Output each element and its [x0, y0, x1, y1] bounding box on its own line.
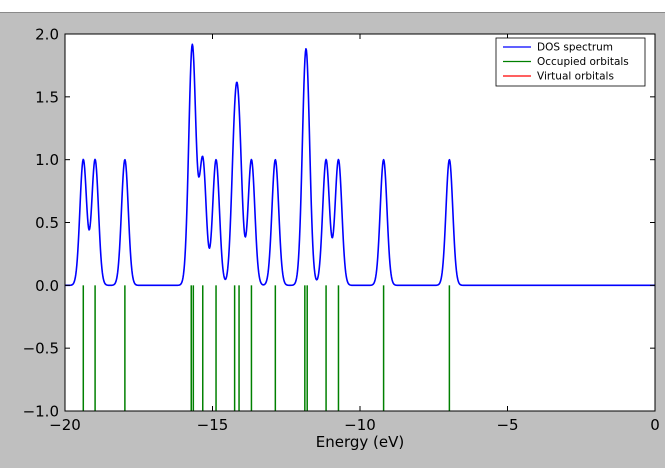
x-tick-label: −20	[49, 416, 81, 434]
y-tick-label: 1.0	[35, 151, 59, 169]
y-tick-label: 2.0	[35, 26, 59, 44]
legend-label-virtual: Virtual orbitals	[537, 71, 614, 83]
dos-spectrum-line	[64, 43, 656, 287]
axis-ticks-layer: −20 −15 −10 −5 0 2.0 1.5 1.0 0.5 0.0 −0.5 −1.0	[23, 26, 660, 435]
legend-label-occupied: Occupied orbitals	[537, 56, 629, 68]
x-axis-label: Energy (eV)	[316, 433, 404, 451]
legend-label-dos: DOS spectrum	[537, 42, 613, 54]
y-tick-label: 0.0	[35, 277, 59, 295]
y-tick-label: −0.5	[23, 340, 59, 358]
y-tick-label: −1.0	[23, 403, 59, 421]
window-top-strip	[0, 0, 665, 12]
orbital-sticks-layer	[82, 285, 451, 411]
x-tick-label: −5	[496, 416, 518, 434]
window-top-divider	[0, 12, 665, 13]
plot-area	[65, 34, 655, 411]
y-tick-label: 1.5	[35, 88, 59, 106]
y-tick-label: 0.5	[35, 214, 59, 232]
legend: DOS spectrum Occupied orbitals Virtual o…	[495, 37, 646, 87]
x-tick-label: −10	[344, 416, 376, 434]
x-tick-label: 0	[650, 416, 660, 434]
x-tick-label: −15	[197, 416, 229, 434]
